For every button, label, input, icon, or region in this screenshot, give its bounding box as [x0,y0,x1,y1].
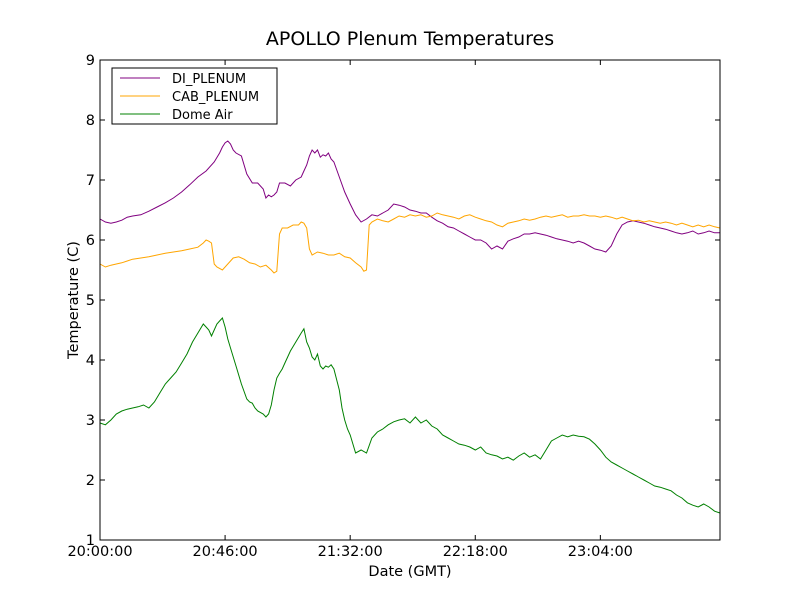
x-tick-label-4: 23:04:00 [568,544,633,560]
legend-label-2: Dome Air [172,108,233,123]
y-tick-label-1: 2 [86,473,95,489]
x-tick-label-3: 22:18:00 [443,544,508,560]
x-tick-label-2: 21:32:00 [318,544,383,560]
series-line-2 [99,317,721,514]
series-line-1 [99,212,721,274]
legend: DI_PLENUM CAB_PLENUM Dome Air [111,67,278,125]
legend-label-0: DI_PLENUM [172,72,246,87]
y-tick-label-0: 1 [86,533,95,549]
y-tick-label-6: 7 [86,173,95,189]
legend-label-1: CAB_PLENUM [172,90,259,105]
y-tick-label-5: 6 [86,233,95,249]
series-layer [99,140,721,514]
y-tick-label-4: 5 [86,293,95,309]
plot-frame [99,59,721,541]
y-tick-label-7: 8 [86,113,95,129]
chart-title: APOLLO Plenum Temperatures [266,28,554,50]
x-tick-label-0: 20:00:00 [67,544,132,560]
y-tick-label-8: 9 [86,53,95,69]
x-tick-label-1: 20:46:00 [193,544,258,560]
series-line-0 [99,140,720,253]
y-axis-label: Temperature (C) [66,241,82,360]
y-tick-label-2: 3 [86,413,95,429]
x-axis-label: Date (GMT) [368,564,451,580]
tick-layer: 20:00:00 20:46:00 21:32:00 22:18:00 23:04:00… [67,53,720,560]
y-tick-label-3: 4 [86,353,95,369]
